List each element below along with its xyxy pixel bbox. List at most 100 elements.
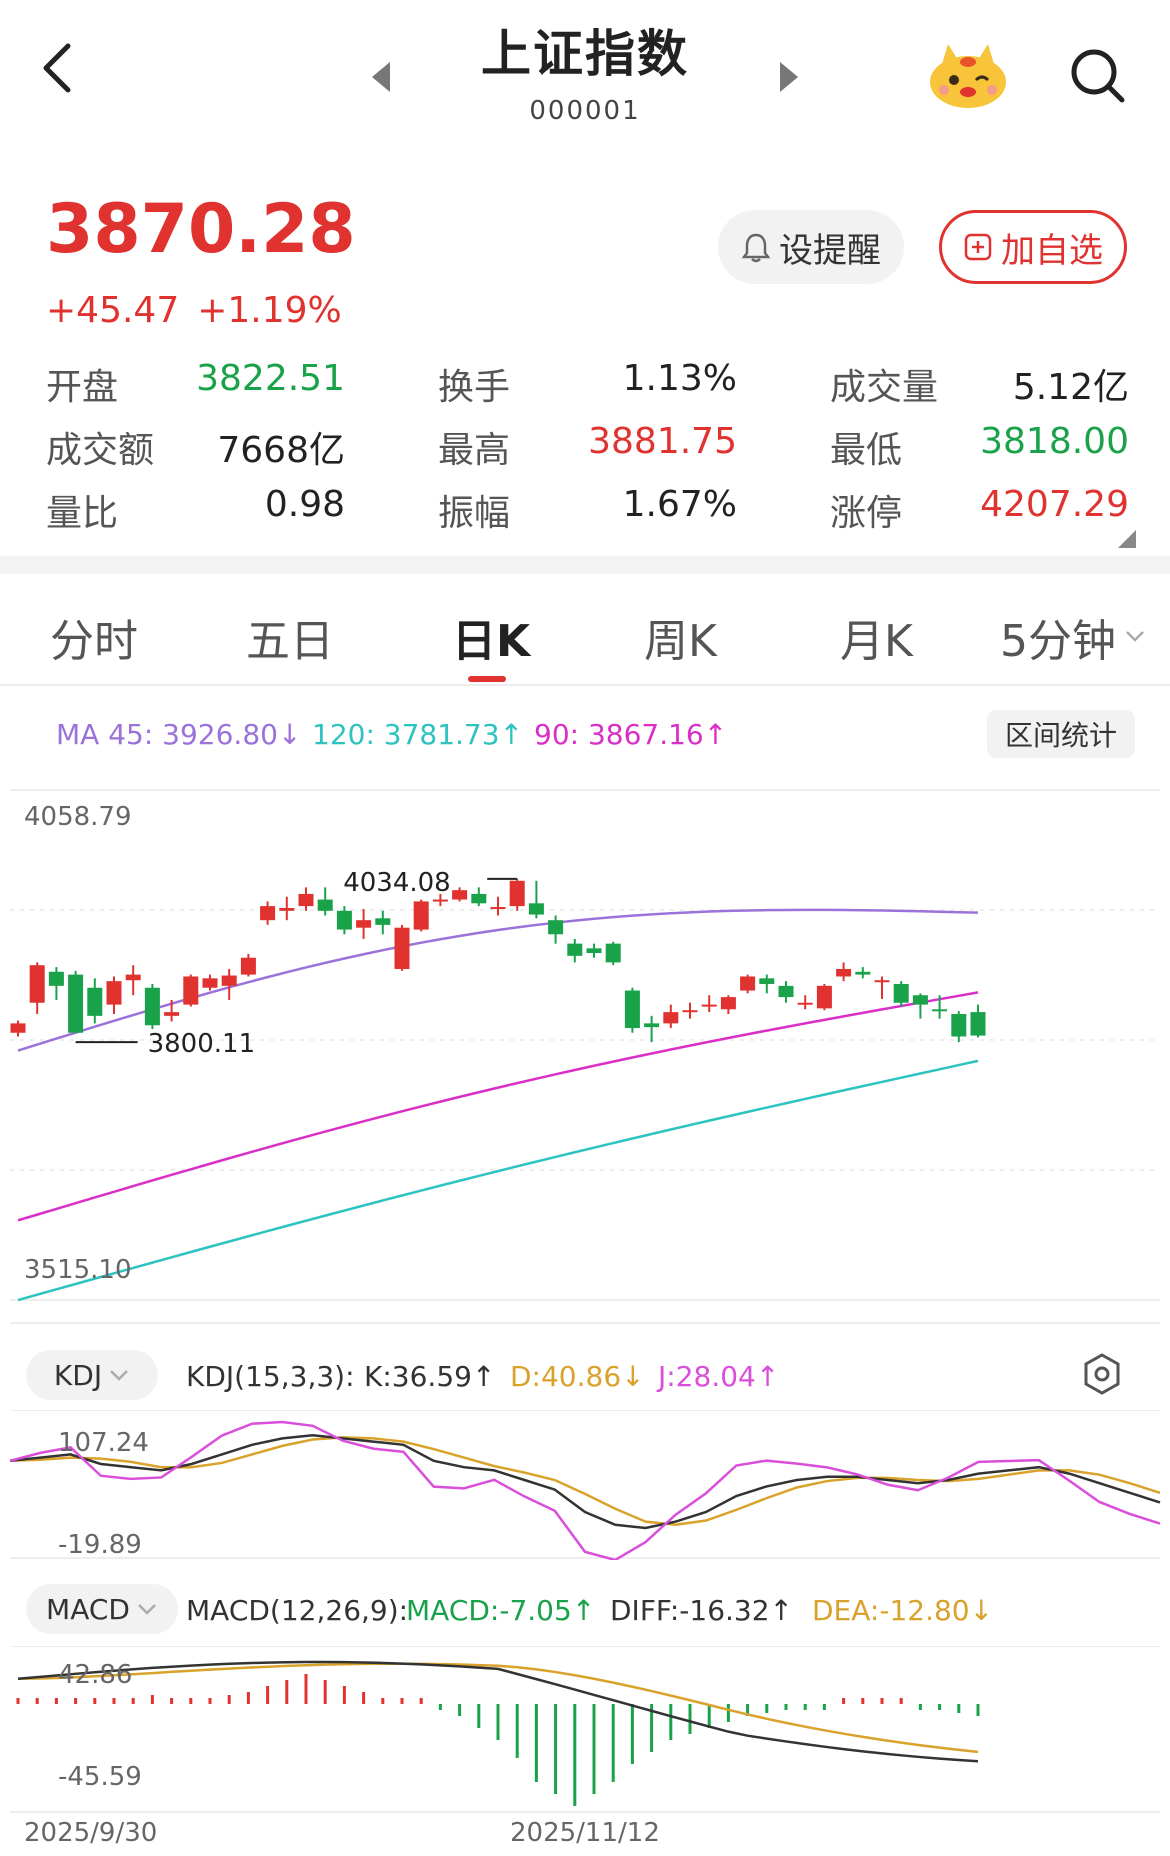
candle-body xyxy=(471,893,487,904)
tab-1[interactable]: 五日 xyxy=(246,616,334,667)
macd-bar xyxy=(803,1704,807,1710)
candle-body xyxy=(816,985,832,1009)
previous-stock-arrow-icon[interactable] xyxy=(370,60,392,94)
macd-bar xyxy=(630,1704,634,1764)
candle-body xyxy=(951,1013,967,1037)
candle-body xyxy=(87,987,103,1016)
tab-0[interactable]: 分时 xyxy=(50,616,138,667)
chevron-down-icon[interactable] xyxy=(1124,628,1146,644)
macd-bar xyxy=(861,1698,865,1704)
macd-chart[interactable] xyxy=(0,1646,1170,1814)
macd-bar xyxy=(16,1698,20,1704)
macd-diff-line xyxy=(17,1660,979,1763)
page-title: 上证指数 xyxy=(481,25,689,83)
kdj-k-value: K:36.59↑ xyxy=(364,1360,496,1393)
ma90-legend: 90: 3867.16↑ xyxy=(534,718,728,751)
kdj-d-value: D:40.86↓ xyxy=(510,1360,645,1393)
macd-bar xyxy=(323,1680,327,1704)
candle-body xyxy=(797,1002,813,1005)
candle-body xyxy=(164,1012,180,1016)
chevron-down-icon xyxy=(110,1370,128,1381)
candle-body xyxy=(644,1023,660,1028)
tabs-divider xyxy=(0,684,1170,686)
macd-value: MACD:-7.05↑ xyxy=(406,1594,596,1627)
tab-5[interactable]: 5分钟 xyxy=(1000,616,1116,667)
macd-bar xyxy=(842,1698,846,1704)
candle-body xyxy=(125,974,141,981)
macd-bar xyxy=(746,1704,750,1716)
current-price: 3870.28 xyxy=(46,190,356,269)
macd-bar xyxy=(285,1680,289,1704)
macd-bar xyxy=(227,1695,231,1704)
macd-bar xyxy=(822,1704,826,1710)
candle-body xyxy=(740,976,756,991)
range-statistics-button[interactable]: 区间统计 xyxy=(987,710,1135,758)
stat-label: 成交量 xyxy=(830,367,939,408)
macd-bar xyxy=(957,1704,961,1713)
candle-body xyxy=(548,920,564,935)
kdj-params: KDJ(15,3,3): xyxy=(186,1360,355,1393)
candle-body xyxy=(106,981,122,1005)
macd-bar xyxy=(938,1704,942,1710)
kdj-y-top-label: 107.24 xyxy=(58,1428,149,1458)
candle-body xyxy=(528,903,544,915)
expand-corner-icon[interactable] xyxy=(1118,530,1136,548)
kdj-chart[interactable] xyxy=(0,1410,1170,1560)
candle-body xyxy=(932,1009,948,1012)
candlestick-chart[interactable]: 4034.08 3800.11 xyxy=(0,780,1170,1310)
tab-2[interactable]: 日K xyxy=(452,616,531,667)
section-divider xyxy=(0,556,1170,574)
candle-body xyxy=(375,918,391,925)
candle-body xyxy=(509,880,525,907)
macd-bar xyxy=(131,1698,135,1704)
stat-value: 5.12亿 xyxy=(1012,367,1129,408)
macd-bar xyxy=(74,1698,78,1704)
macd-bar xyxy=(93,1698,97,1704)
candle-body xyxy=(912,995,928,1005)
high-price-label: 4034.08 xyxy=(343,868,451,898)
stat-value: 1.67% xyxy=(622,484,737,525)
add-to-watchlist-label: 加自选 xyxy=(1001,230,1103,271)
candle-body xyxy=(893,983,909,1003)
macd-dea-value: DEA:-12.80↓ xyxy=(812,1594,994,1627)
macd-bar xyxy=(458,1704,462,1716)
set-alert-button[interactable]: 设提醒 xyxy=(718,210,904,284)
kdj-divider xyxy=(10,1322,1160,1324)
tab-3[interactable]: 周K xyxy=(644,616,717,667)
tab-4[interactable]: 月K xyxy=(840,616,913,667)
kdj-j-value: J:28.04↑ xyxy=(658,1360,780,1393)
macd-indicator-dropdown[interactable]: MACD xyxy=(26,1584,178,1634)
search-icon[interactable] xyxy=(1068,46,1128,106)
stat-value: 0.98 xyxy=(264,484,345,525)
candle-body xyxy=(605,943,621,963)
candle-body xyxy=(10,1023,26,1033)
bell-icon xyxy=(741,233,771,263)
kdj-k-line xyxy=(9,1433,1161,1530)
stat-value: 3881.75 xyxy=(588,421,737,462)
stock-code: 000001 xyxy=(529,96,641,126)
settings-icon[interactable] xyxy=(1082,1352,1122,1396)
add-to-watchlist-button[interactable]: 加自选 xyxy=(939,210,1127,284)
top-navigation-bar: 上证指数 000001 xyxy=(0,0,1170,150)
candle-body xyxy=(317,899,333,911)
macd-bar xyxy=(342,1686,346,1704)
mascot-icon[interactable] xyxy=(926,40,1010,110)
candle-body xyxy=(240,957,256,975)
macd-bar xyxy=(266,1686,270,1704)
kdj-y-bottom-label: -19.89 xyxy=(58,1530,142,1560)
kdj-indicator-dropdown[interactable]: KDJ xyxy=(26,1350,158,1400)
macd-bar xyxy=(112,1698,116,1704)
macd-bar xyxy=(400,1698,404,1704)
candle-body xyxy=(68,974,84,1033)
ma120-legend: 120: 3781.73↑ xyxy=(312,718,524,751)
stat-label: 振幅 xyxy=(438,493,511,534)
macd-bar xyxy=(669,1704,673,1740)
date-mid-label: 2025/11/12 xyxy=(510,1818,660,1848)
candle-body xyxy=(490,907,506,910)
back-icon[interactable] xyxy=(38,40,78,96)
next-stock-arrow-icon[interactable] xyxy=(778,60,800,94)
ma45-legend: MA 45: 3926.80↓ xyxy=(56,718,302,751)
candle-body xyxy=(183,976,199,1005)
macd-bar xyxy=(208,1698,212,1704)
macd-bar xyxy=(150,1695,154,1704)
